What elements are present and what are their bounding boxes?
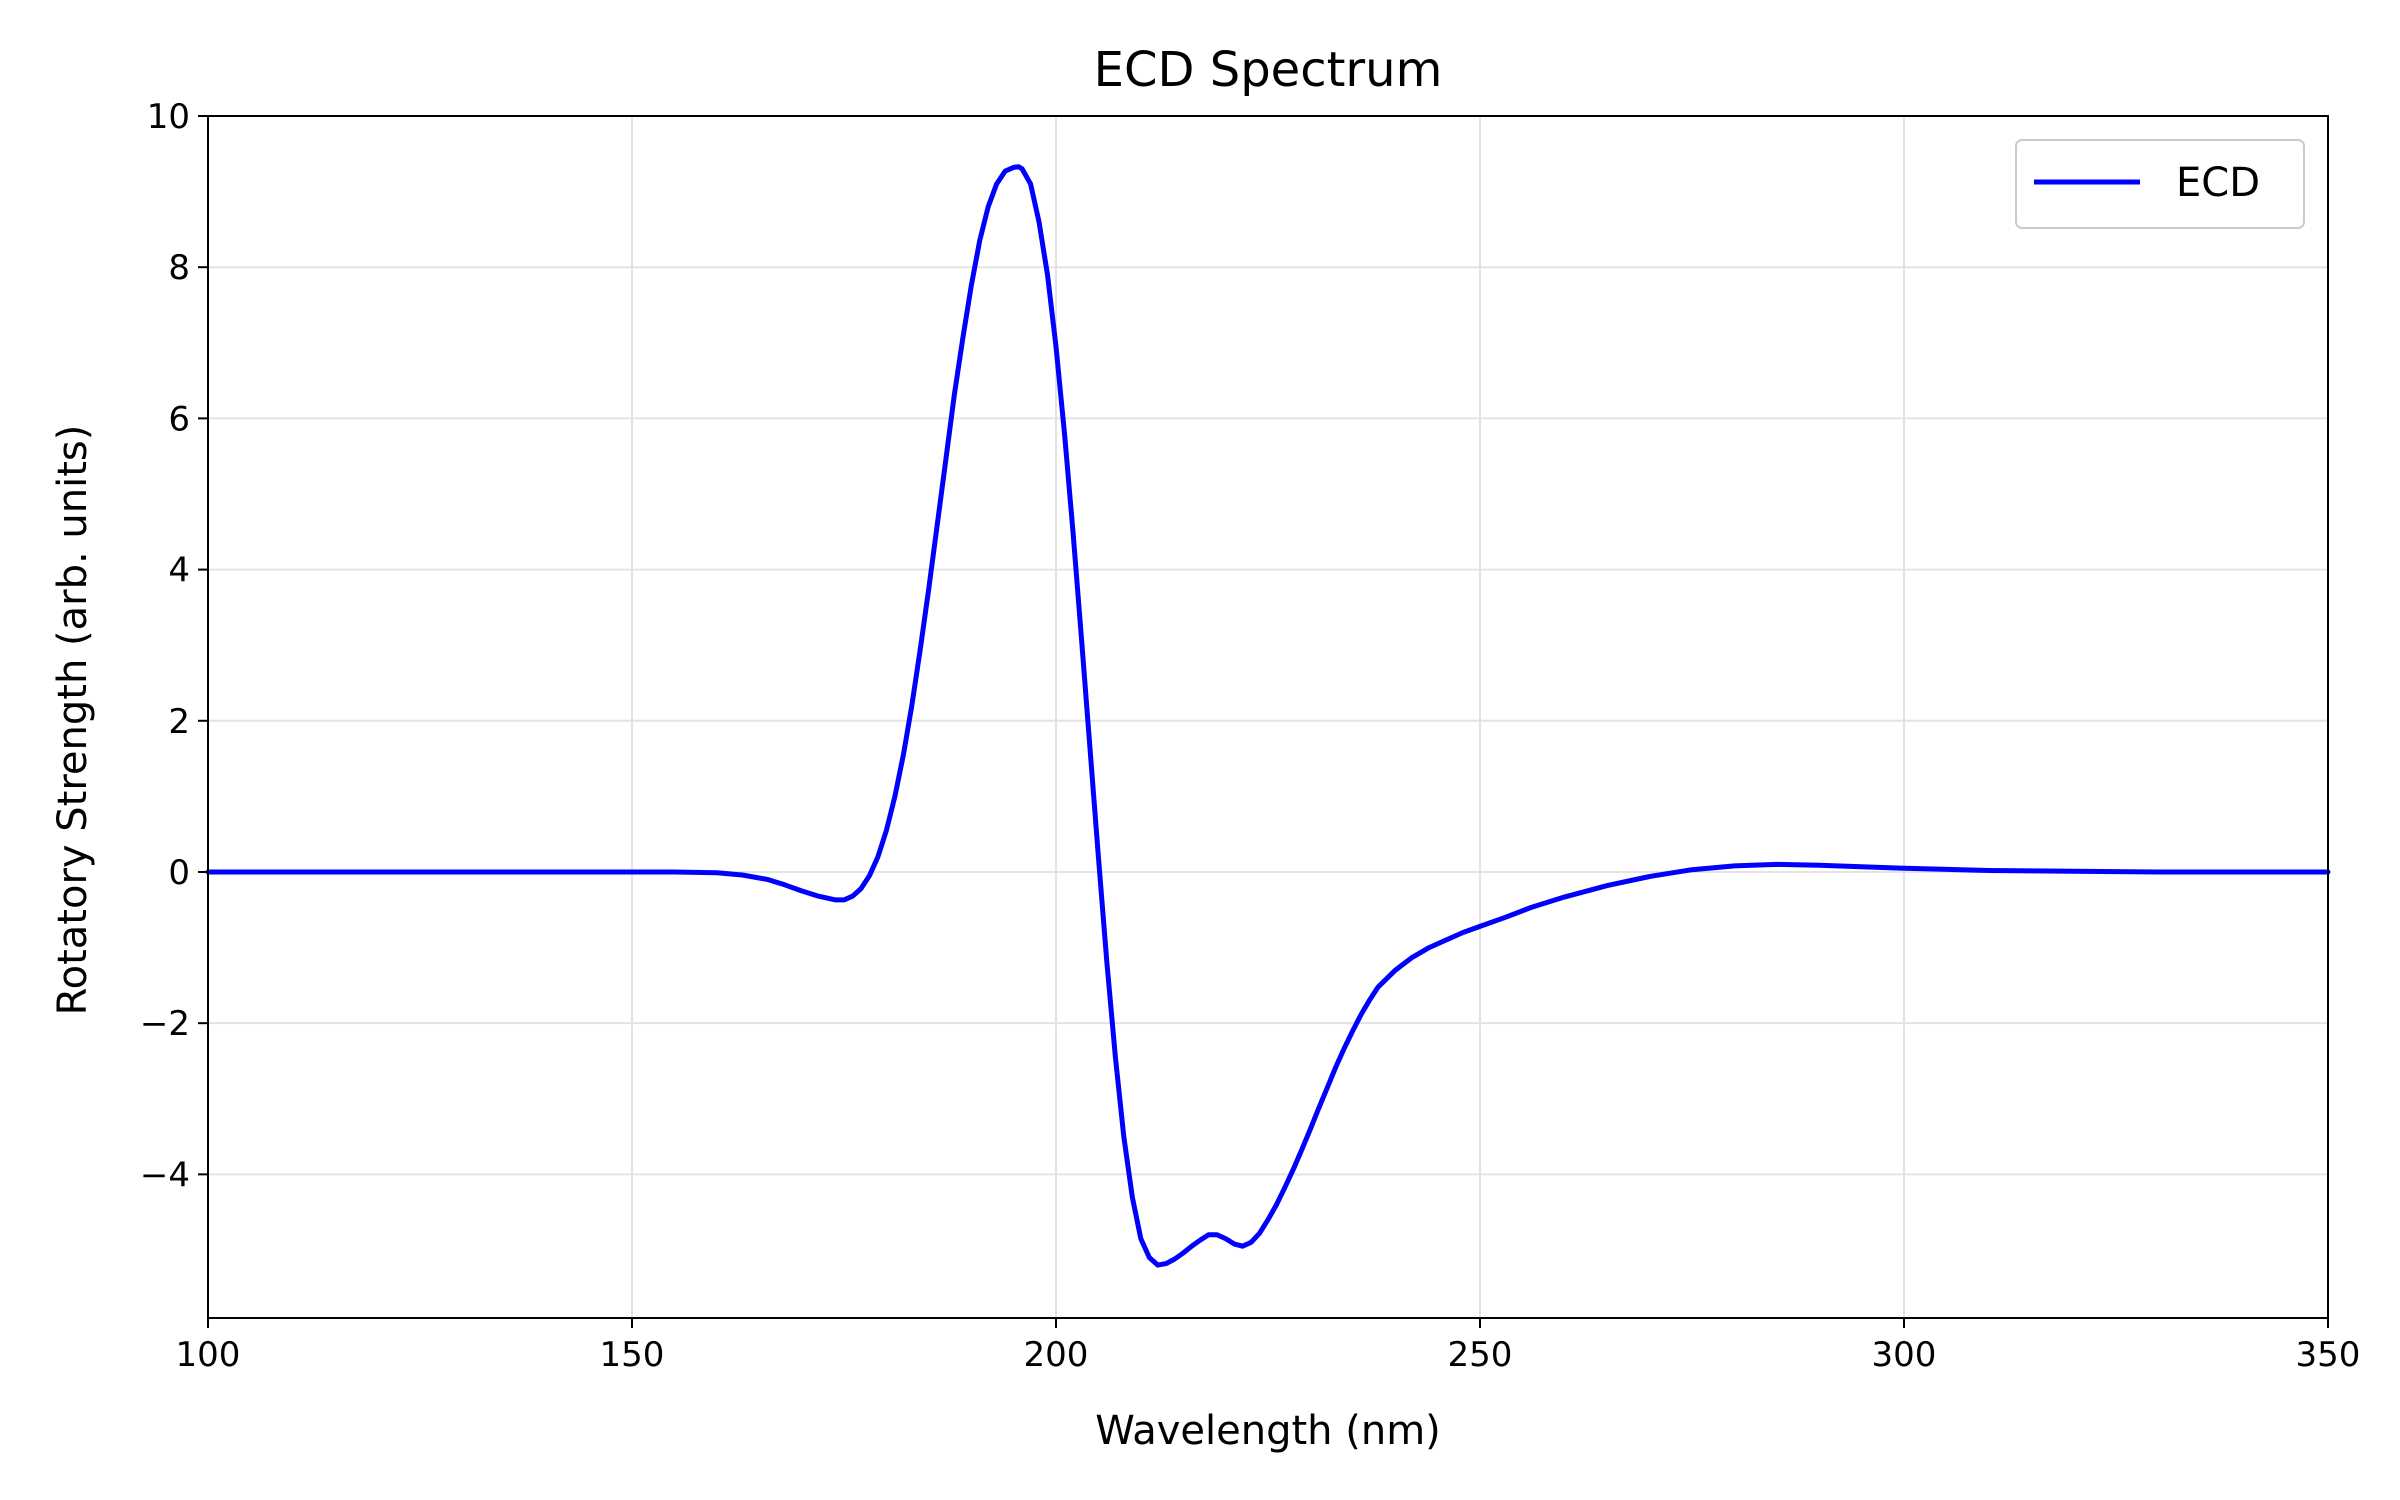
x-tick-label: 350 — [2296, 1335, 2361, 1375]
y-tick-label: −2 — [140, 1004, 190, 1044]
x-tick-label: 250 — [1448, 1335, 1513, 1375]
legend-box — [2015, 139, 2305, 229]
x-tick-label: 100 — [176, 1335, 241, 1375]
legend-label-ecd: ECD — [2176, 160, 2260, 206]
legend: ECD — [2015, 139, 2305, 229]
y-axis-label: Rotatory Strength (arb. units) — [50, 425, 96, 1016]
grid-lines — [207, 115, 2329, 1318]
x-tick-label: 200 — [1024, 1335, 1089, 1375]
y-tick-label: 0 — [168, 853, 190, 893]
y-axis-ticks: −4 −2 0 2 4 6 8 10 — [140, 97, 208, 1195]
y-tick-label: 4 — [168, 551, 190, 591]
series-line-ecd — [205, 164, 2331, 1268]
series-layer — [205, 164, 2331, 1268]
x-axis-label: Wavelength (nm) — [1095, 1408, 1441, 1454]
x-axis-ticks: 100 150 200 250 300 350 — [176, 1318, 2361, 1375]
x-tick-label: 150 — [600, 1335, 665, 1375]
y-tick-label: 2 — [168, 702, 190, 742]
plot-area-frame — [207, 115, 2329, 1319]
y-tick-label: 6 — [168, 399, 190, 439]
y-tick-label: −4 — [140, 1155, 190, 1195]
y-tick-label: 10 — [147, 97, 190, 137]
chart-title: ECD Spectrum — [1094, 42, 1443, 98]
x-tick-label: 300 — [1872, 1335, 1937, 1375]
y-tick-label: 8 — [168, 248, 190, 288]
